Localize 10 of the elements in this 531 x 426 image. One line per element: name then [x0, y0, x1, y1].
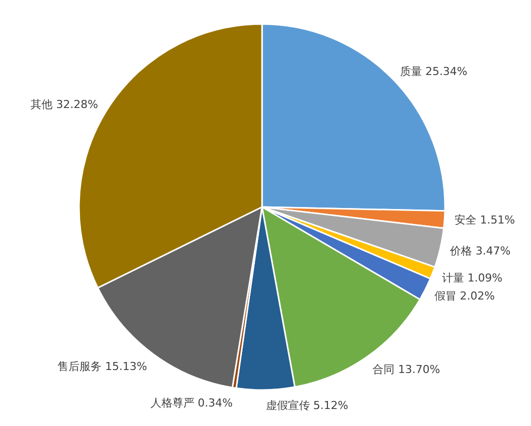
- slice-label: 价格 3.47%: [449, 244, 511, 258]
- slice-label: 计量 1.09%: [442, 272, 502, 285]
- slice-label: 其他 32.28%: [30, 98, 98, 112]
- slice-label: 质量 25.34%: [400, 64, 468, 78]
- slice-label: 安全 1.51%: [454, 214, 515, 227]
- slice-label: 人格尊严 0.34%: [150, 396, 233, 410]
- slice-label: 合同 13.70%: [372, 363, 440, 376]
- slice-label: 假冒 2.02%: [434, 289, 495, 302]
- slice-label: 售后服务 15.13%: [58, 360, 148, 373]
- slice-label: 虚假宣传 5.12%: [266, 398, 348, 412]
